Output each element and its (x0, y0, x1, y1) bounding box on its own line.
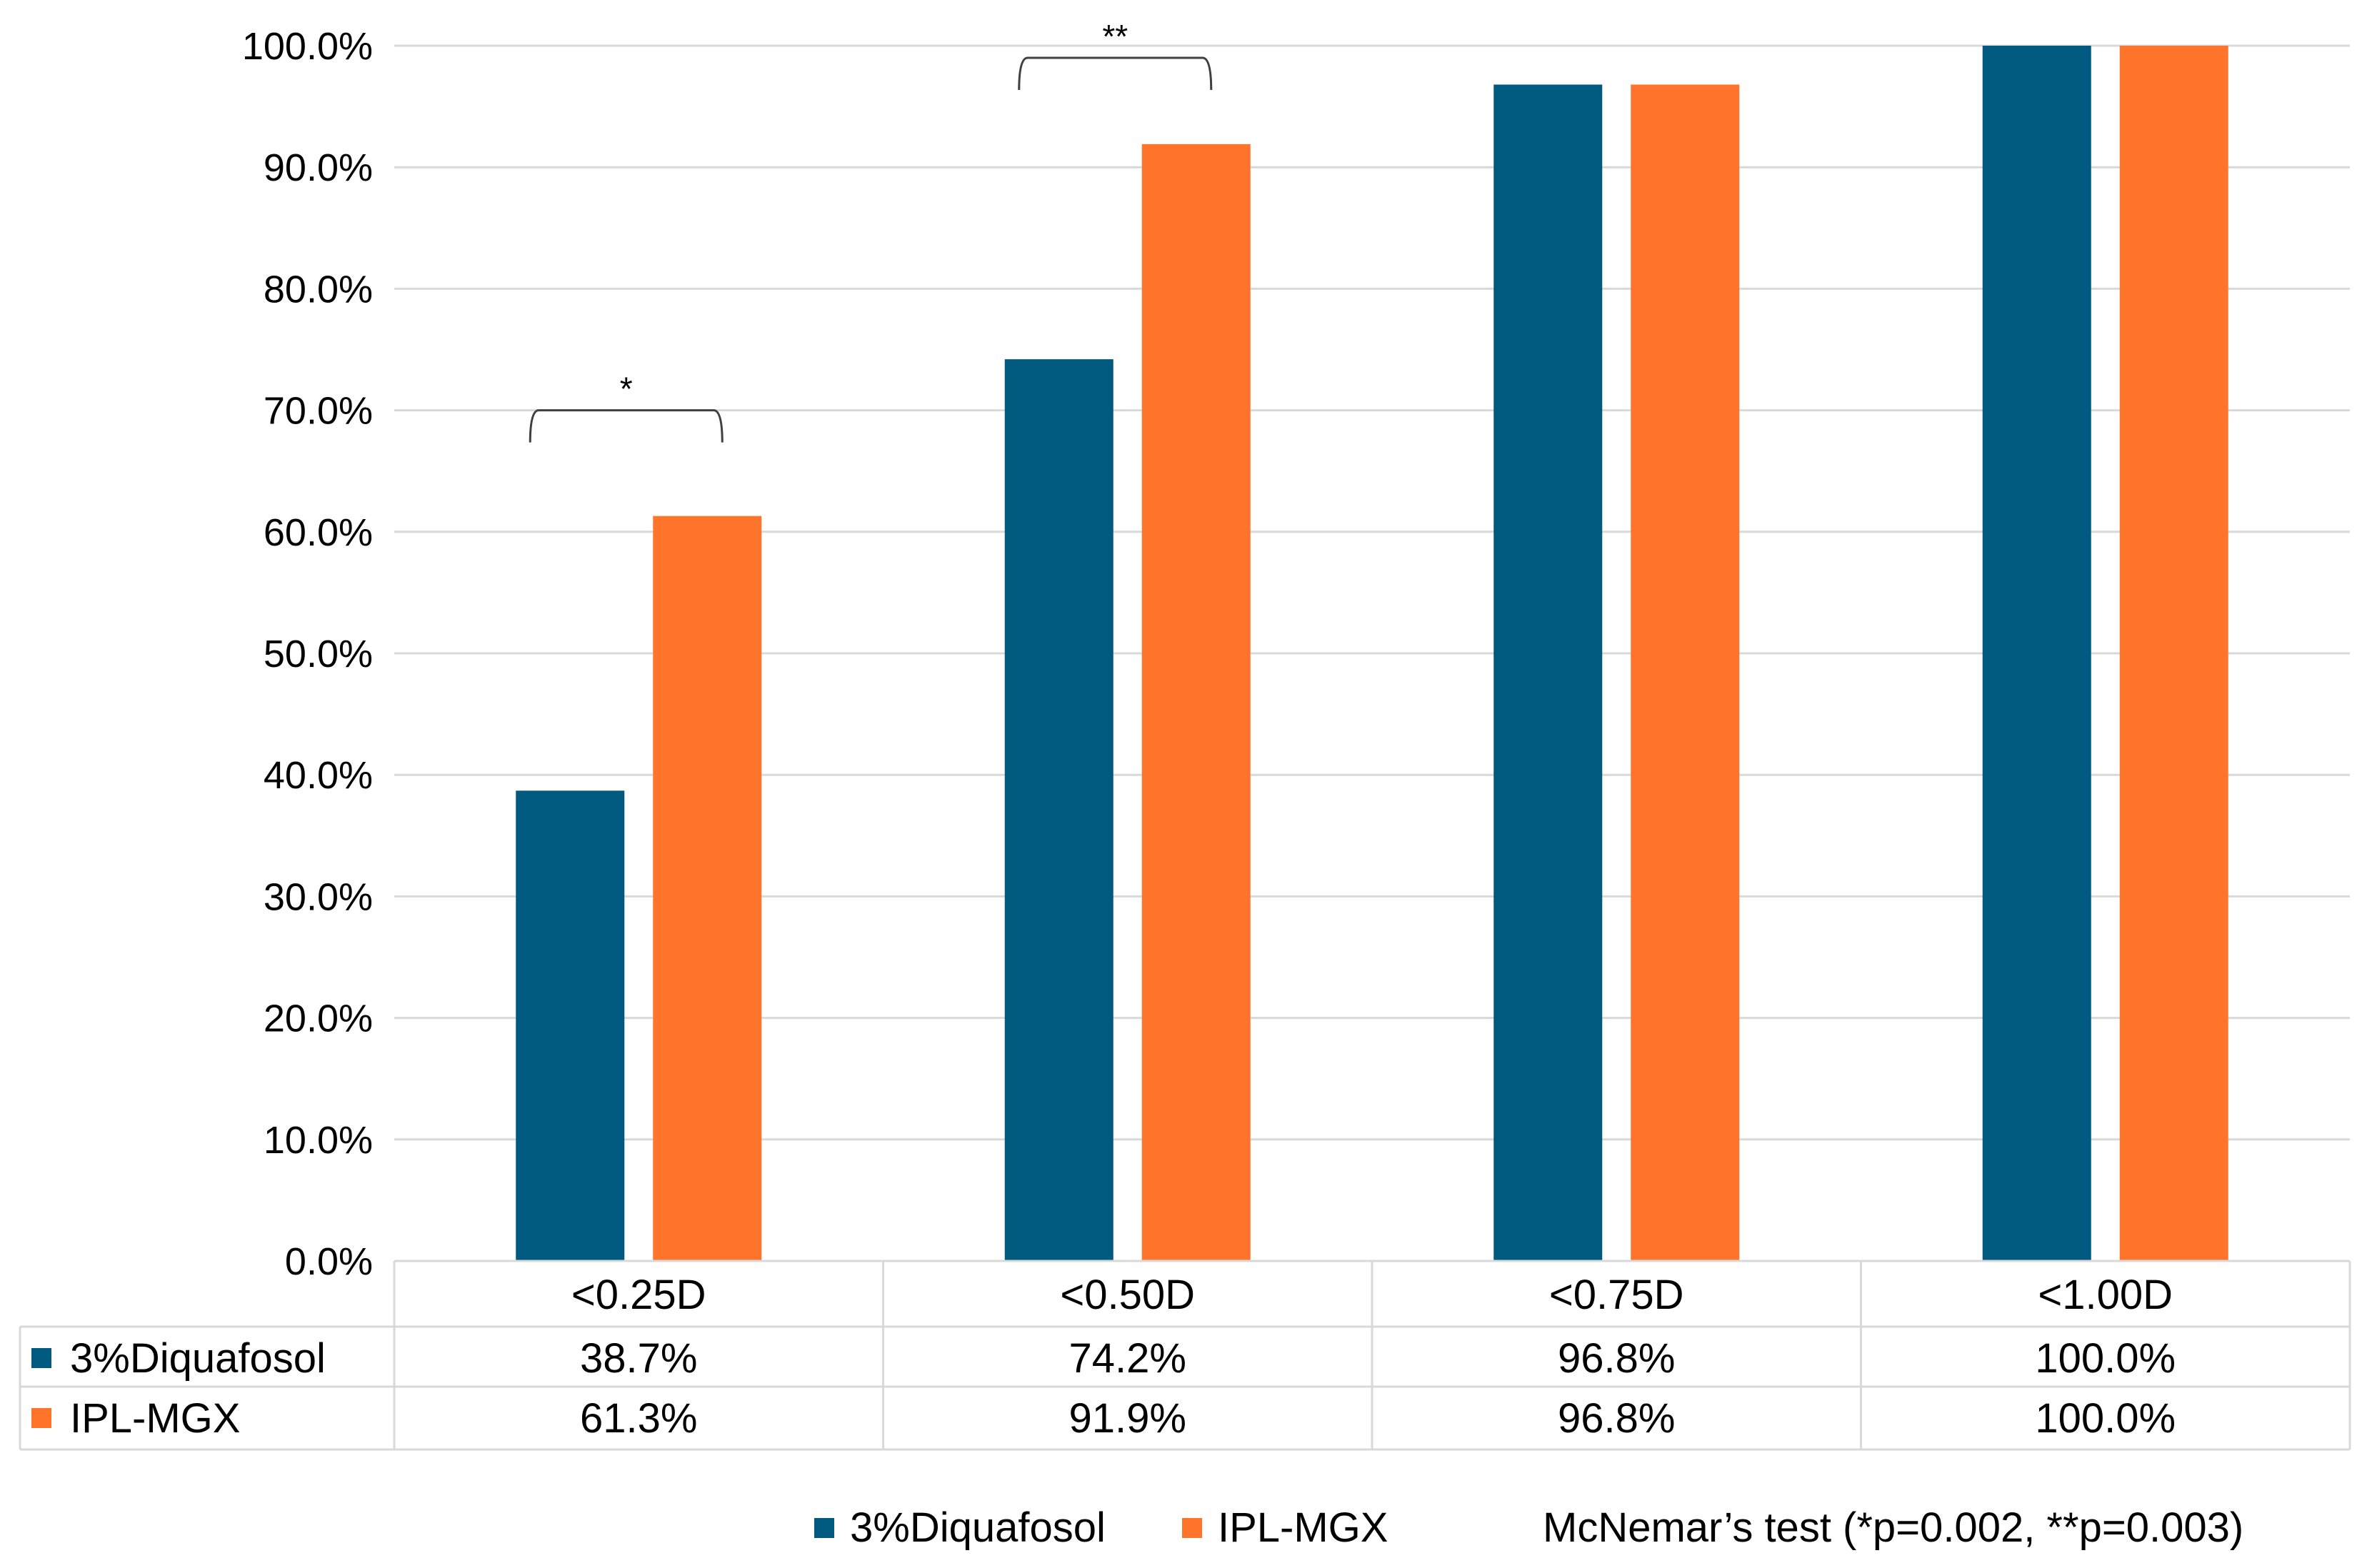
bar-ipl-mgx-0-50d (1141, 144, 1251, 1261)
table-cell-3-diquafosol-1-00d: 100.0% (2035, 1335, 2176, 1382)
legend-entry-ipl-mgx: IPL-MGX (1182, 1499, 1388, 1557)
y-tick-label: 0.0% (285, 1240, 373, 1283)
table-row-label-ipl-mgx: IPL-MGX (70, 1395, 241, 1442)
bar-3-diquafosol-0-75d (1493, 84, 1603, 1262)
table-cell-3-diquafosol-0-75d: 96.8% (1558, 1335, 1675, 1382)
bars (516, 46, 2228, 1262)
table-swatch-ipl-mgx (31, 1408, 51, 1428)
bar-3-diquafosol-0-50d (1004, 359, 1114, 1262)
bar-ipl-mgx-1-00d (2119, 46, 2228, 1261)
table-header-1-00d: <1.00D (2038, 1272, 2173, 1318)
mcnemar-test-note: McNemar’s test (*p=0.002, **p=0.003) (1543, 1504, 2244, 1551)
legend-swatch-ipl-mgx (1182, 1518, 1202, 1538)
y-tick-label: 50.0% (264, 633, 373, 675)
legend-swatch-diquafosol (814, 1518, 834, 1538)
table-swatch-3-diquafosol (31, 1348, 51, 1368)
table-header-0-25d: <0.25D (571, 1272, 706, 1318)
y-tick-label: 90.0% (264, 146, 373, 189)
table-cell-3-diquafosol-0-50d: 74.2% (1069, 1335, 1186, 1382)
table-row-label-3-diquafosol: 3%Diquafosol (70, 1335, 326, 1382)
bar-ipl-mgx-0-25d (653, 516, 762, 1261)
y-tick-label: 100.0% (242, 25, 373, 68)
y-tick-label: 70.0% (264, 390, 373, 433)
y-tick-label: 10.0% (264, 1119, 373, 1162)
y-axis: 0.0% 10.0% 20.0% 30.0% 40.0% 50.0% 60.0% 70.0% 8… (242, 25, 373, 1283)
table-cell-ipl-mgx-0-25d: 61.3% (580, 1395, 697, 1442)
table-header-0-75d: <0.75D (1549, 1272, 1684, 1318)
table-cell-ipl-mgx-0-75d: 96.8% (1558, 1395, 1675, 1442)
bar-ipl-mgx-0-75d (1631, 84, 1740, 1262)
significance-marker-0-50d: ** (1102, 18, 1128, 55)
y-tick-label: 30.0% (264, 875, 373, 918)
y-tick-label: 20.0% (264, 997, 373, 1040)
legend: 3%Diquafosol IPL-MGX McNemar’s test (*p=… (0, 1499, 2367, 1557)
y-tick-label: 40.0% (264, 754, 373, 797)
bar-3-diquafosol-1-00d (1982, 46, 2091, 1261)
bar-3-diquafosol-0-25d (516, 790, 625, 1261)
table-cell-3-diquafosol-0-25d: 38.7% (580, 1335, 697, 1382)
legend-label-diquafosol: 3%Diquafosol (850, 1504, 1106, 1551)
significance-marker-0-25d: * (620, 371, 633, 408)
legend-note-mcnemar: McNemar’s test (*p=0.002, **p=0.003) (1543, 1499, 2243, 1557)
significance-bracket-0-50d (1018, 56, 1213, 91)
legend-label-ipl-mgx: IPL-MGX (1218, 1504, 1388, 1551)
table-cell-ipl-mgx-0-50d: 91.9% (1069, 1395, 1186, 1442)
y-tick-label: 80.0% (264, 268, 373, 311)
y-tick-label: 60.0% (264, 511, 373, 554)
table-cell-ipl-mgx-1-00d: 100.0% (2035, 1395, 2176, 1442)
significance-bracket-0-25d (529, 409, 724, 443)
legend-entry-diquafosol: 3%Diquafosol (814, 1499, 1106, 1557)
significance-brackets: *** (529, 18, 1213, 443)
data-table: <0.25D <0.50D <0.75D <1.00D 3%Diquafosol 38.7… (19, 1260, 2351, 1451)
table-header-0-50d: <0.50D (1060, 1272, 1195, 1318)
